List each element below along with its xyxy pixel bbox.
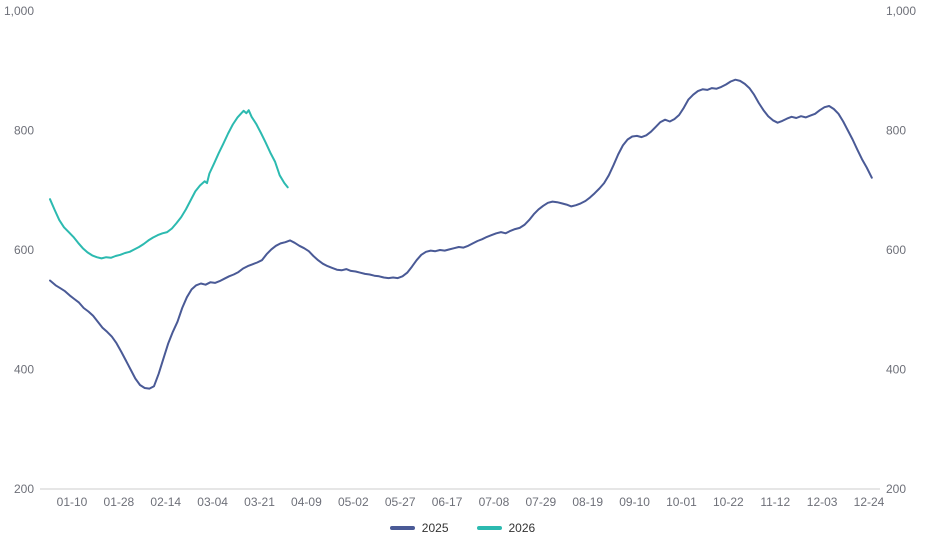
y-axis-tick-label-right: 800 — [886, 124, 906, 138]
legend-item-2025[interactable]: 2025 — [389, 521, 449, 535]
legend-label-2026: 2026 — [508, 521, 536, 535]
y-axis-tick-label-right: 600 — [886, 243, 906, 257]
legend-label-2025: 2025 — [421, 521, 449, 535]
legend-line-swatch-2025 — [389, 526, 415, 530]
x-axis-tick-label: 10-22 — [713, 495, 744, 509]
y-axis-tick-label-left: 1,000 — [4, 4, 34, 18]
x-axis-tick-label: 10-01 — [666, 495, 697, 509]
x-axis-tick-label: 12-24 — [854, 495, 885, 509]
legend-item-2026[interactable]: 2026 — [476, 521, 536, 535]
y-axis-tick-label-left: 600 — [14, 243, 34, 257]
x-axis-tick-label: 07-29 — [525, 495, 556, 509]
x-axis-tick-label: 08-19 — [572, 495, 603, 509]
x-axis-tick-label: 06-17 — [432, 495, 463, 509]
series-line-2025 — [49, 78, 873, 390]
x-axis-tick-label: 04-09 — [291, 495, 322, 509]
series-line-2026 — [49, 109, 289, 260]
x-axis-tick-label: 03-04 — [197, 495, 228, 509]
x-axis-tick-label: 05-27 — [385, 495, 416, 509]
chart-legend: 2025 2026 — [0, 521, 925, 535]
line-chart-plot: 200 200 400 400 600 600 800 800 1,000 1,000 01-10 0… — [4, 4, 916, 509]
y-axis-tick-label-right: 400 — [886, 363, 906, 377]
x-axis-tick-label: 09-10 — [619, 495, 650, 509]
y-axis-tick-label-left: 400 — [14, 363, 34, 377]
x-axis-tick-label: 05-02 — [338, 495, 369, 509]
y-axis-tick-label-left: 200 — [14, 482, 34, 496]
x-axis-tick-label: 12-03 — [807, 495, 838, 509]
x-axis-tick-label: 02-14 — [150, 495, 181, 509]
x-axis-tick-label: 03-21 — [244, 495, 275, 509]
y-axis-tick-label-left: 800 — [14, 124, 34, 138]
x-axis-tick-label: 01-28 — [104, 495, 135, 509]
y-axis-tick-label-right: 200 — [886, 482, 906, 496]
y-axis-tick-label-right: 1,000 — [886, 4, 916, 18]
x-axis-tick-label: 11-12 — [760, 495, 790, 509]
legend-line-swatch-2026 — [476, 526, 502, 530]
x-axis-tick-label: 07-08 — [479, 495, 510, 509]
x-axis-tick-label: 01-10 — [57, 495, 88, 509]
